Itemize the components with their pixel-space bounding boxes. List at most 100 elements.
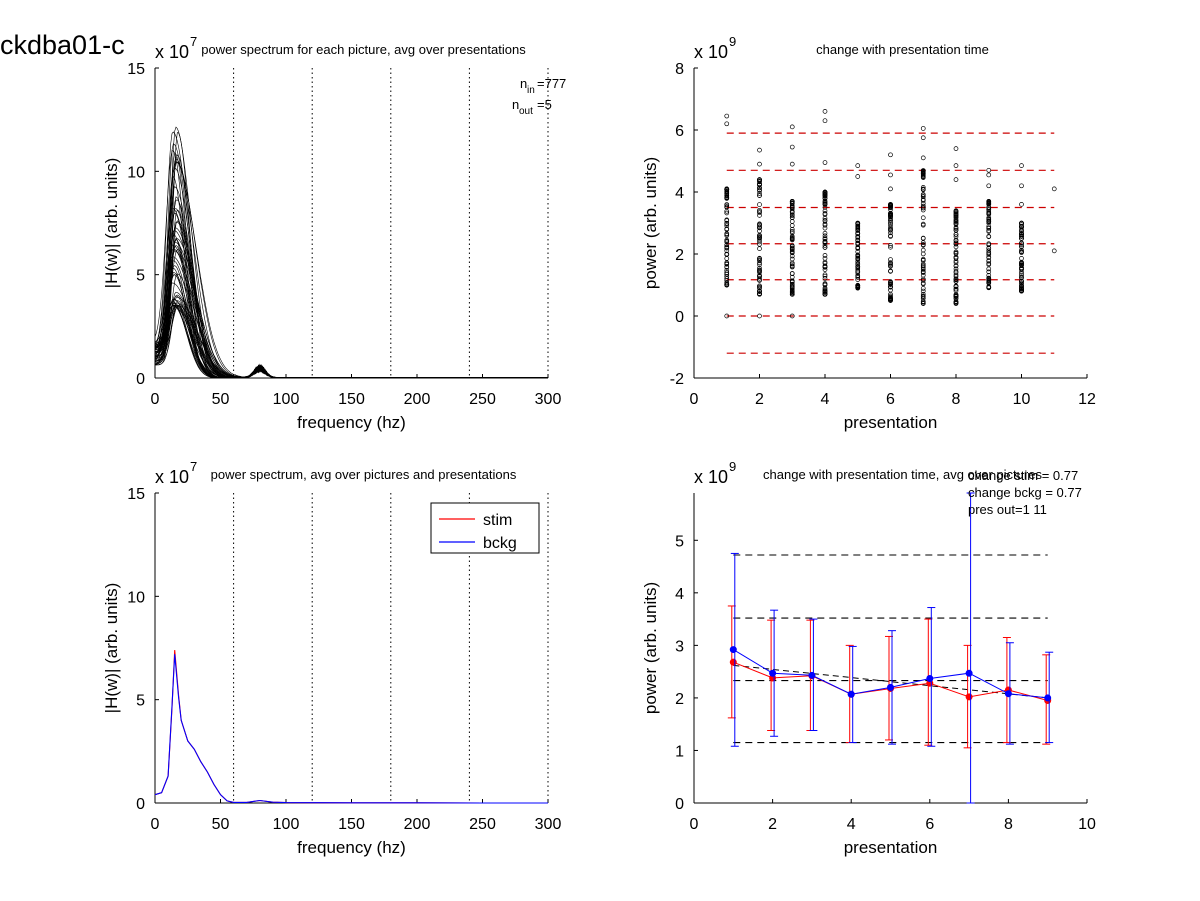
y-tick-label: 8: [675, 61, 684, 78]
data-point: [920, 170, 926, 176]
y-tick-label: 2: [675, 247, 684, 264]
spectrum-line: [154, 212, 549, 379]
data-point: [822, 208, 828, 214]
data-point: [953, 266, 959, 272]
data-point: [855, 227, 861, 232]
plot-title: change with presentation time: [816, 42, 989, 57]
data-point: [757, 213, 762, 218]
outlier-point: [855, 174, 861, 179]
marker-stim: [729, 658, 737, 666]
data-point: [789, 271, 795, 276]
data-point: [1019, 236, 1024, 241]
data-point: [855, 223, 861, 229]
spectrum-line: [154, 150, 549, 379]
y-tick-label: 5: [675, 533, 684, 550]
data-point: [789, 256, 795, 262]
spectrum-line: [154, 175, 549, 379]
data-point: [757, 273, 762, 278]
spectrum-line: [154, 208, 549, 379]
outlier-point: [757, 313, 762, 319]
data-point: [757, 182, 762, 188]
data-point: [986, 228, 992, 233]
data-point: [822, 243, 828, 248]
data-point: [1019, 280, 1024, 286]
data-point: [920, 197, 926, 202]
outlier-point: [1019, 202, 1024, 207]
data-point: [789, 235, 795, 241]
x-tick-label: 100: [273, 816, 300, 833]
n-out-value: =5: [537, 97, 552, 112]
data-point: [789, 247, 795, 253]
data-point: [920, 192, 926, 198]
data-point: [757, 210, 762, 216]
data-point: [822, 272, 828, 278]
data-point: [953, 283, 959, 289]
y-exponent-base: x 10: [155, 467, 189, 487]
data-point: [757, 202, 762, 207]
data-point: [855, 264, 861, 269]
data-point: [1019, 285, 1024, 291]
outlier-point: [1051, 186, 1057, 192]
data-point: [724, 251, 730, 257]
data-point: [789, 219, 795, 224]
y-tick-label: 0: [675, 796, 684, 813]
data-point: [888, 243, 893, 248]
data-point: [757, 241, 762, 247]
y-exponent-power: 9: [729, 34, 736, 49]
data-point: [822, 253, 828, 258]
data-point: [724, 204, 730, 209]
data-point: [953, 278, 959, 284]
data-point: [953, 299, 959, 304]
x-tick-label: 6: [886, 391, 895, 408]
data-point: [855, 240, 861, 246]
data-point: [953, 258, 959, 264]
data-point: [724, 187, 730, 193]
outlier-point: [789, 313, 795, 319]
data-point: [1019, 226, 1024, 232]
x-tick-label: 0: [151, 816, 160, 833]
y-tick-label: 4: [675, 185, 684, 202]
y-exponent-base: x 10: [694, 42, 728, 62]
data-point: [986, 234, 992, 240]
data-point: [920, 235, 926, 241]
data-point: [986, 225, 992, 231]
annotation-change-stim: change stim = 0.77: [968, 468, 1078, 483]
data-point: [855, 275, 861, 280]
data-point: [822, 199, 828, 205]
y-axis-label: power (arb. units): [641, 157, 660, 289]
data-point: [789, 223, 795, 228]
spectrum-line: [154, 207, 548, 379]
legend-box: [430, 502, 540, 554]
x-tick-label: 10: [1078, 816, 1096, 833]
data-point: [724, 282, 730, 288]
data-point: [757, 207, 762, 213]
data-point: [789, 200, 795, 206]
legend-label-bckg: bckg: [483, 535, 517, 552]
y-tick-label: 0: [675, 309, 684, 326]
spectrum-line: [154, 152, 549, 379]
data-point: [822, 192, 828, 198]
n-in-label: n: [520, 76, 527, 91]
x-tick-label: 0: [151, 391, 160, 408]
data-point: [724, 237, 730, 243]
x-tick-label: 300: [535, 391, 562, 408]
data-point: [724, 186, 730, 192]
n-out-subscript: out: [519, 106, 533, 117]
outlier-point: [757, 161, 762, 167]
x-tick-label: 8: [952, 391, 961, 408]
data-point: [953, 234, 959, 240]
marker-bckg: [965, 669, 973, 677]
data-point: [986, 241, 992, 247]
x-tick-label: 150: [338, 391, 365, 408]
data-point: [822, 289, 828, 294]
marker-bckg: [769, 669, 777, 677]
outlier-point: [789, 144, 795, 150]
outlier-point: [920, 126, 926, 131]
data-point: [920, 261, 926, 267]
x-axis-label: frequency (hz): [297, 413, 406, 432]
y-tick-label: 5: [136, 268, 145, 285]
data-point: [724, 220, 730, 226]
spectrum-line: [154, 242, 549, 379]
data-point: [920, 272, 926, 278]
y-tick-label: 0: [136, 796, 145, 813]
